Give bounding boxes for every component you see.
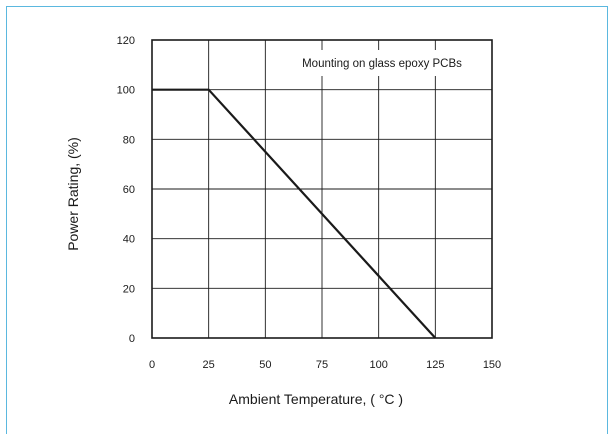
y-tick-label-60: 60 (123, 184, 135, 196)
x-tick-labels: 0 25 50 75 100 125 150 (149, 359, 501, 371)
x-tick-label-25: 25 (203, 359, 215, 371)
y-tick-label-20: 20 (123, 283, 135, 295)
y-tick-label-40: 40 (123, 234, 135, 246)
y-tick-label-100: 100 (117, 85, 135, 97)
x-tick-label-100: 100 (369, 359, 387, 371)
annotation-label: Mounting on glass epoxy PCBs (302, 58, 462, 70)
x-tick-label-50: 50 (259, 359, 271, 371)
series-line-0 (152, 88, 437, 339)
x-tick-label-150: 150 (483, 359, 501, 371)
annotation-box (280, 50, 487, 76)
x-axis-title: Ambient Temperature, ( °C ) (229, 391, 403, 407)
y-tick-label-0: 0 (129, 333, 135, 345)
y-tick-label-80: 80 (123, 134, 135, 146)
x-tick-label-125: 125 (426, 359, 444, 371)
x-tick-label-75: 75 (316, 359, 328, 371)
series-layer (152, 88, 437, 339)
x-tick-label-0: 0 (149, 359, 155, 371)
y-tick-labels: 0 20 40 60 80 100 120 (117, 35, 135, 345)
y-tick-label-120: 120 (117, 35, 135, 47)
grid-lines (152, 40, 492, 338)
figure-frame (6, 6, 608, 434)
y-axis-title: Power Rating, (%) (65, 137, 81, 251)
plot-area-border (151, 39, 493, 339)
